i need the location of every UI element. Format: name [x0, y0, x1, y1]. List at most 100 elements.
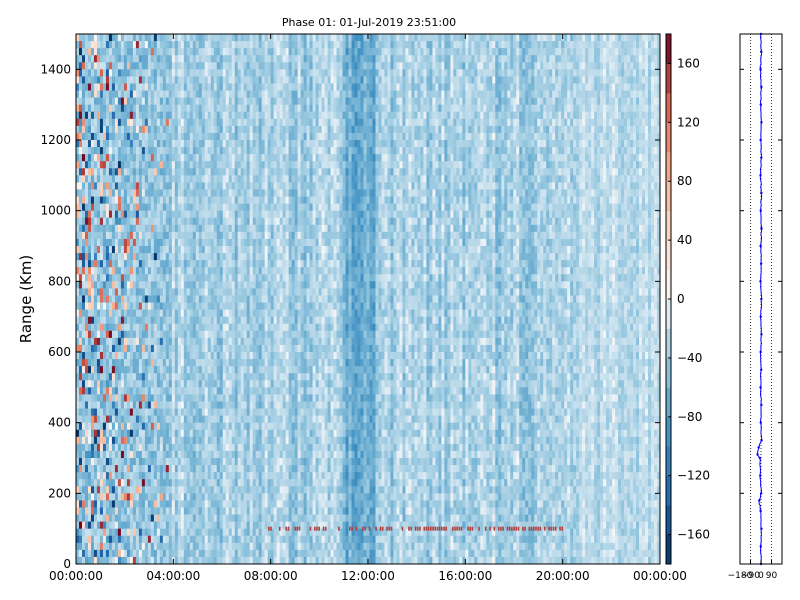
- heatmap-cell: [261, 330, 266, 339]
- heatmap-cell: [162, 429, 167, 438]
- heatmap-cell: [78, 132, 83, 141]
- heatmap-cell: [120, 154, 125, 162]
- heatmap-cell: [255, 514, 260, 522]
- heatmap-cell: [261, 210, 266, 219]
- heatmap-cell: [126, 161, 131, 169]
- heatmap-cell: [150, 458, 155, 466]
- heatmap-cell: [132, 140, 137, 148]
- heatmap-cell: [174, 465, 179, 473]
- heatmap-cell: [162, 281, 167, 289]
- heatmap-cell: [174, 408, 179, 416]
- heatmap-cell: [195, 111, 200, 120]
- heatmap-cell: [165, 147, 170, 155]
- heatmap-cell: [213, 246, 218, 254]
- heatmap-cell: [219, 260, 224, 268]
- heatmap-cell: [243, 323, 248, 332]
- heatmap-cell: [174, 366, 179, 374]
- heatmap-cell: [216, 111, 221, 120]
- heatmap-cell: [210, 472, 215, 480]
- heatmap-cell: [270, 429, 275, 438]
- heatmap-cell: [183, 387, 188, 395]
- heatmap-cell: [105, 514, 110, 522]
- heatmap-cell: [144, 408, 149, 416]
- heatmap-cell: [219, 486, 224, 494]
- heatmap-cell: [216, 62, 221, 70]
- heatmap-cell: [153, 140, 158, 148]
- heatmap-cell: [138, 528, 143, 537]
- heatmap-cell: [76, 521, 80, 530]
- heatmap-cell: [258, 521, 263, 530]
- heatmap-cell: [156, 323, 161, 332]
- heatmap-cell: [135, 182, 140, 190]
- heatmap-cell: [171, 260, 176, 268]
- heatmap-cell: [162, 260, 167, 268]
- heatmap-cell: [138, 253, 143, 261]
- heatmap-cell: [252, 429, 257, 438]
- heatmap-cell: [237, 500, 242, 508]
- heatmap-cell: [204, 394, 209, 402]
- heatmap-cell: [264, 316, 269, 325]
- heatmap-cell: [174, 323, 179, 332]
- heatmap-cell: [162, 323, 167, 332]
- heatmap-cell: [144, 521, 149, 530]
- heatmap-cell: [141, 380, 146, 388]
- heatmap-cell: [228, 422, 233, 431]
- heatmap-cell: [228, 450, 233, 459]
- heatmap-cell: [273, 281, 278, 289]
- heatmap-cell: [78, 556, 83, 565]
- heatmap-cell: [204, 373, 209, 381]
- heatmap-cell: [150, 140, 155, 148]
- heatmap-cell: [90, 422, 95, 431]
- heatmap-cell: [153, 69, 158, 77]
- heatmap-cell: [267, 182, 272, 190]
- heatmap-cell: [96, 104, 101, 113]
- heatmap-cell: [141, 274, 146, 282]
- heatmap-cell: [216, 493, 221, 501]
- heatmap-cell: [153, 238, 158, 247]
- heatmap-cell: [114, 387, 119, 395]
- heatmap-cell: [213, 542, 218, 551]
- heatmap-cell: [219, 246, 224, 254]
- heatmap-cell: [180, 493, 185, 501]
- heatmap-cell: [105, 500, 110, 508]
- heatmap-cell: [156, 62, 161, 70]
- heatmap-cell: [249, 380, 254, 388]
- heatmap-cell: [240, 549, 245, 558]
- heatmap-cell: [240, 458, 245, 466]
- heatmap-cell: [87, 436, 92, 445]
- heatmap-cell: [87, 76, 92, 84]
- heatmap-cell: [195, 493, 200, 501]
- heatmap-cell: [129, 34, 134, 42]
- heatmap-cell: [207, 330, 212, 339]
- heatmap-cell: [216, 69, 221, 77]
- heatmap-cell: [84, 500, 89, 508]
- heatmap-cell: [96, 274, 101, 282]
- heatmap-cell: [204, 302, 209, 310]
- heatmap-cell: [126, 528, 131, 537]
- heatmap-cell: [273, 196, 278, 204]
- heatmap-cell: [144, 309, 149, 318]
- heatmap-cell: [84, 76, 89, 84]
- heatmap-cell: [102, 125, 107, 134]
- heatmap-cell: [240, 260, 245, 268]
- heatmap-cell: [201, 458, 206, 466]
- heatmap-cell: [120, 387, 125, 395]
- heatmap-cell: [165, 380, 170, 388]
- heatmap-cell: [165, 352, 170, 360]
- heatmap-cell: [216, 401, 221, 409]
- heatmap-cell: [264, 408, 269, 416]
- heatmap-cell: [264, 528, 269, 537]
- heatmap-cell: [222, 479, 227, 487]
- heatmap-cell: [228, 83, 233, 91]
- heatmap-cell: [186, 323, 191, 332]
- heatmap-cell: [174, 507, 179, 515]
- heatmap-cell: [90, 344, 95, 353]
- heatmap-cell: [204, 104, 209, 113]
- heatmap-cell: [126, 330, 131, 339]
- heatmap-cell: [189, 380, 194, 388]
- heatmap-cell: [180, 118, 185, 127]
- heatmap-cell: [141, 238, 146, 247]
- heatmap-cell: [189, 246, 194, 254]
- heatmap-cell: [114, 422, 119, 431]
- heatmap-cell: [210, 401, 215, 409]
